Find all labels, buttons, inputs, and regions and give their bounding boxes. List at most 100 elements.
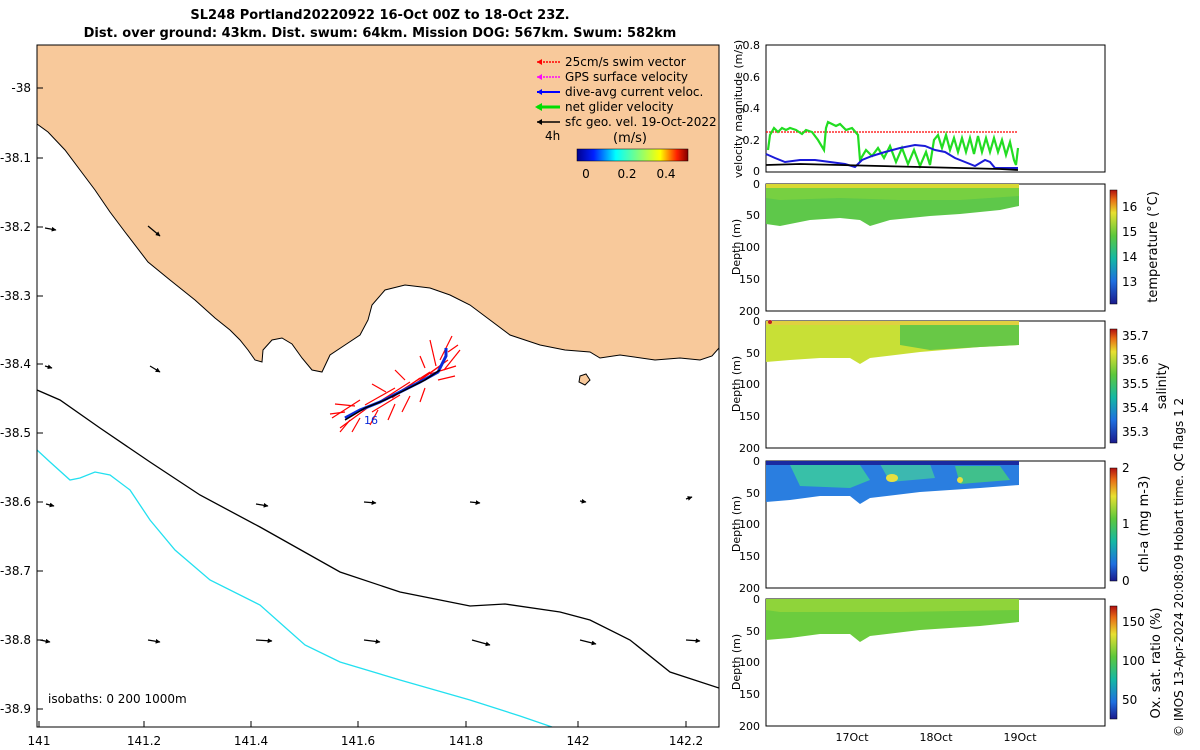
svg-text:150: 150 xyxy=(1122,615,1145,629)
map-y-tick: -38 xyxy=(11,81,43,95)
svg-text:-38.7: -38.7 xyxy=(0,564,31,578)
svg-text:0: 0 xyxy=(753,165,760,178)
velocity-panel: 0.8 0.6 0.4 0.2 0 velocity magnitude (m/… xyxy=(732,39,1106,178)
chla-y-ticks: 0 50 100 150 200 xyxy=(739,455,760,595)
svg-text:0.8: 0.8 xyxy=(743,39,761,52)
svg-text:-38.5: -38.5 xyxy=(0,426,31,440)
salinity-cb-label: salinity xyxy=(1155,362,1170,409)
chla-colorbar-ticks: 2 1 0 xyxy=(1122,461,1130,588)
colorbar-tick: 0 xyxy=(582,167,590,181)
legend-item-net-glider-velocity: net glider velocity xyxy=(535,100,673,114)
svg-text:150: 150 xyxy=(739,410,760,423)
legend-time-label: 4h xyxy=(545,129,560,143)
svg-text:1: 1 xyxy=(1122,517,1130,531)
legend-item-dive-avg-current: dive-avg current veloc. xyxy=(537,85,703,99)
isobath-note: isobaths: 0 200 1000m xyxy=(48,692,187,706)
chla-cb-label: chl-a (mg m-3) xyxy=(1137,476,1152,573)
svg-text:16: 16 xyxy=(1122,200,1137,214)
dive-avg-current-line xyxy=(765,143,1018,169)
salinity-y-ticks: 0 50 100 150 200 xyxy=(739,315,760,455)
svg-text:50: 50 xyxy=(1122,693,1137,707)
map-x-tick: 142.2 xyxy=(669,721,703,748)
svg-text:100: 100 xyxy=(1122,654,1145,668)
map-y-tick: -38.2 xyxy=(0,220,43,234)
svg-text:0.4: 0.4 xyxy=(743,102,761,115)
svg-text:150: 150 xyxy=(739,550,760,563)
map-legend: 25cm/s swim vector GPS surface velocity … xyxy=(535,55,717,181)
map-x-tick: 142 xyxy=(567,721,590,748)
svg-text:100: 100 xyxy=(739,656,760,669)
isobath-1000m xyxy=(37,449,553,727)
map-y-tick: -38.1 xyxy=(0,151,43,165)
svg-text:142: 142 xyxy=(567,734,590,748)
svg-text:0: 0 xyxy=(753,455,760,468)
map-y-tick: -38.8 xyxy=(0,633,43,647)
colorbar-title: (m/s) xyxy=(613,131,647,146)
svg-text:142.2: 142.2 xyxy=(669,734,703,748)
svg-text:net glider velocity: net glider velocity xyxy=(565,100,673,114)
geostrophic-velocity-line xyxy=(765,163,1019,171)
svg-text:200: 200 xyxy=(739,305,760,318)
svg-text:2: 2 xyxy=(1122,461,1130,475)
legend-item-sfc-geo-velocity: sfc geo. vel. 19-Oct-2022 xyxy=(537,115,717,129)
isobath-200m xyxy=(37,389,719,689)
svg-text:-38.2: -38.2 xyxy=(0,220,31,234)
chla-y-label: Depth (m) xyxy=(730,496,743,552)
map-x-tick: 141.4 xyxy=(234,721,268,748)
svg-text:50: 50 xyxy=(746,209,760,222)
map-y-tick: -38.5 xyxy=(0,426,43,440)
oxygen-colorbar-ticks: 150 100 50 xyxy=(1122,615,1145,707)
svg-text:100: 100 xyxy=(739,518,760,531)
svg-text:15: 15 xyxy=(1122,225,1137,239)
velocity-y-ticks: 0.8 0.6 0.4 0.2 0 xyxy=(743,39,761,178)
svg-text:18Oct: 18Oct xyxy=(919,731,953,744)
time-x-ticks: 17Oct 18Oct 19Oct xyxy=(835,731,1037,744)
map-x-tick: 141 xyxy=(28,721,50,748)
svg-text:100: 100 xyxy=(739,378,760,391)
oxygen-cb-label: Ox. sat. ratio (%) xyxy=(1149,608,1164,719)
svg-text:25cm/s swim vector: 25cm/s swim vector xyxy=(565,55,686,69)
svg-text:-38.3: -38.3 xyxy=(0,289,31,303)
oxygen-y-ticks: 0 50 100 150 200 xyxy=(739,593,760,733)
salinity-panel: 35.7 35.6 35.5 35.4 35.3 salinity 0 50 1… xyxy=(730,315,1170,455)
legend-item-swim-vector: 25cm/s swim vector xyxy=(537,55,686,69)
svg-text:100: 100 xyxy=(739,241,760,254)
svg-text:50: 50 xyxy=(746,625,760,638)
oxygen-y-label: Depth (m) xyxy=(730,634,743,690)
svg-text:17Oct: 17Oct xyxy=(835,731,869,744)
svg-text:35.5: 35.5 xyxy=(1122,377,1149,391)
map-y-tick: -38.9 xyxy=(0,702,43,716)
temperature-y-label: Depth (m) xyxy=(730,219,743,275)
svg-text:14: 14 xyxy=(1122,250,1137,264)
speed-colorbar xyxy=(576,148,689,162)
svg-text:141.6: 141.6 xyxy=(341,734,375,748)
svg-text:150: 150 xyxy=(739,273,760,286)
svg-text:-38.1: -38.1 xyxy=(0,151,31,165)
svg-text:0.6: 0.6 xyxy=(743,71,761,84)
svg-text:35.7: 35.7 xyxy=(1122,329,1149,343)
svg-text:35.3: 35.3 xyxy=(1122,425,1149,439)
map-x-tick: 141.2 xyxy=(127,721,161,748)
svg-text:141.4: 141.4 xyxy=(234,734,268,748)
map-x-tick: 141.8 xyxy=(449,721,483,748)
velocity-y-label: velocity magnitude (m/s) xyxy=(732,40,745,178)
map-y-tick: -38.3 xyxy=(0,289,43,303)
map-frame xyxy=(36,44,720,728)
legend-item-gps-velocity: GPS surface velocity xyxy=(537,70,688,84)
svg-text:200: 200 xyxy=(739,582,760,595)
geostrophic-velocity-arrows xyxy=(39,225,701,647)
svg-text:sfc geo. vel. 19-Oct-2022: sfc geo. vel. 19-Oct-2022 xyxy=(565,115,717,129)
salinity-y-label: Depth (m) xyxy=(730,356,743,412)
svg-text:35.4: 35.4 xyxy=(1122,401,1149,415)
colorbar-tick: 0.4 xyxy=(656,167,675,181)
svg-text:0: 0 xyxy=(753,315,760,328)
svg-text:141.2: 141.2 xyxy=(127,734,161,748)
temperature-colorbar-ticks: 16 15 14 13 xyxy=(1122,200,1137,289)
salinity-colorbar-ticks: 35.7 35.6 35.5 35.4 35.3 xyxy=(1122,329,1149,439)
map-x-tick: 141.6 xyxy=(341,721,375,748)
map-y-tick: -38.7 xyxy=(0,564,43,578)
svg-text:200: 200 xyxy=(739,442,760,455)
temperature-cb-label: temperature (°C) xyxy=(1146,191,1161,303)
chart-title-line1: SL248 Portland20220922 16-Oct 00Z to 18-… xyxy=(190,8,570,23)
svg-text:GPS surface velocity: GPS surface velocity xyxy=(565,70,688,84)
